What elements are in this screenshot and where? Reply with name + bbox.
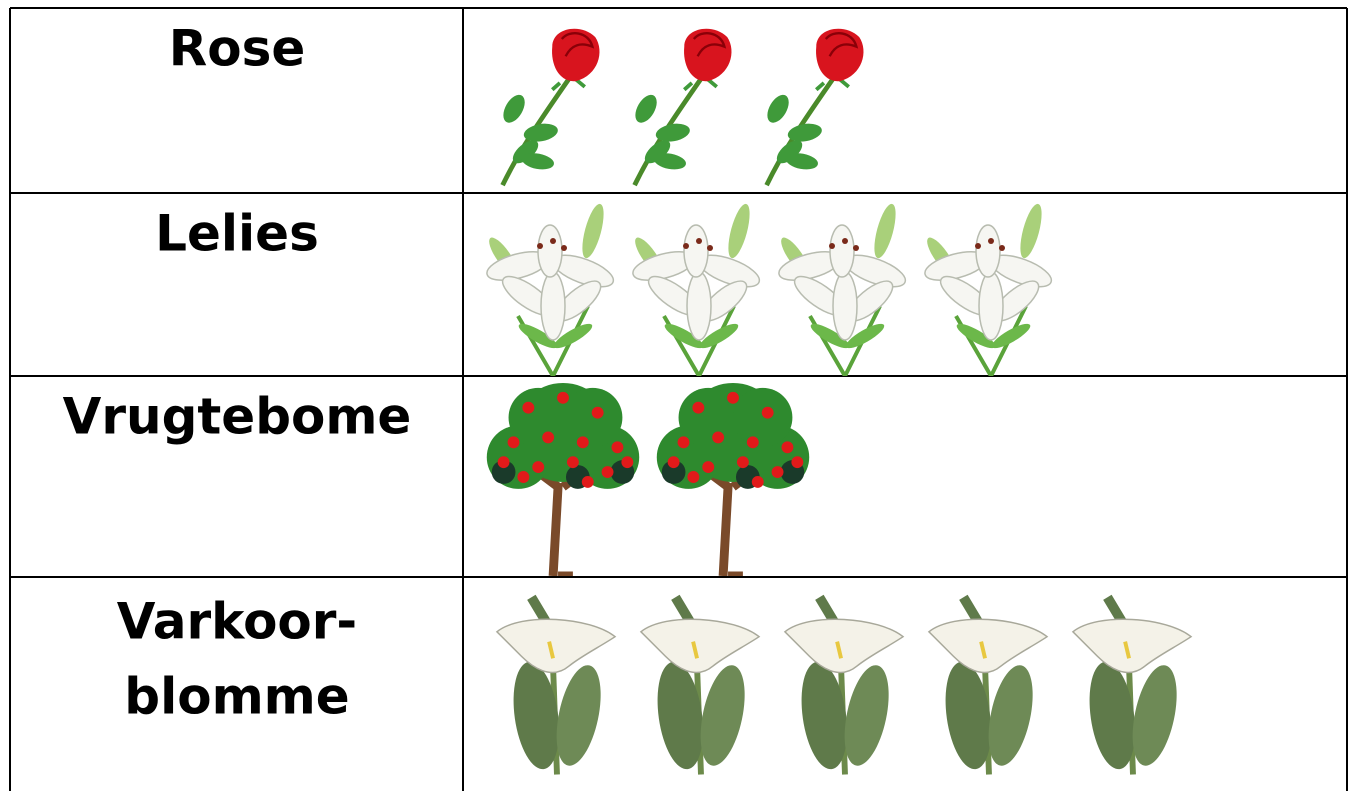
pictogram-icon — [497, 597, 615, 774]
pictogram-icon — [929, 597, 1047, 774]
pictogram-icon — [499, 29, 600, 185]
pictogram-icon — [785, 597, 903, 774]
pictogram-icon — [657, 383, 809, 576]
row-label: Lelies — [155, 205, 319, 263]
row-label: blomme — [124, 668, 349, 726]
pictogram-icon — [773, 199, 910, 376]
pictogram-icon — [481, 199, 618, 376]
pictogram-icon — [627, 199, 764, 376]
row-label: Rose — [169, 20, 306, 78]
pictogram-icon — [641, 597, 759, 774]
pictogram-icon — [631, 29, 732, 185]
row-label: Varkoor- — [117, 593, 357, 651]
pictogram-icon — [763, 29, 864, 185]
row-label: Vrugtebome — [63, 388, 412, 446]
pictogram-icon — [919, 199, 1056, 376]
table-grid — [9, 7, 1348, 791]
pictogram-icon — [487, 383, 639, 576]
pictogram-icon — [1073, 597, 1191, 774]
